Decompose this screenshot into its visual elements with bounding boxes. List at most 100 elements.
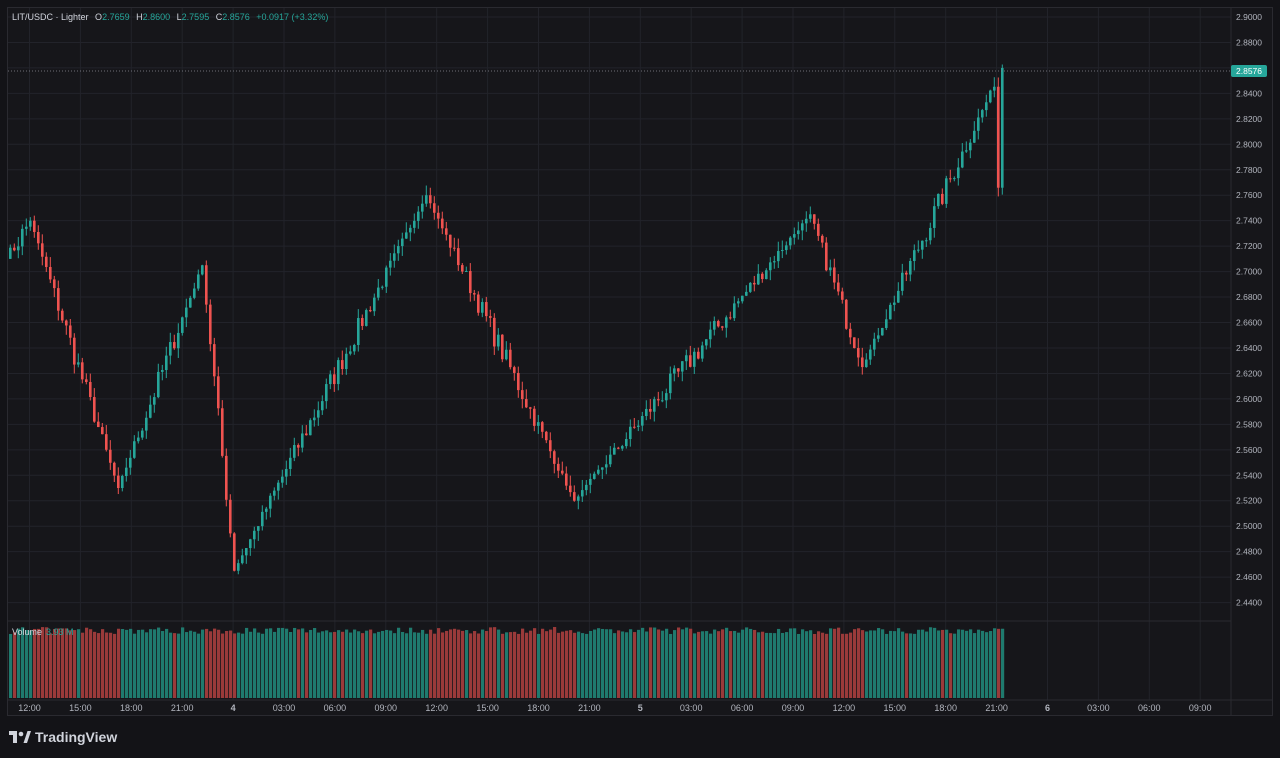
candle-body <box>697 351 700 359</box>
time-tick-label: 18:00 <box>120 703 143 713</box>
volume-bar <box>949 633 953 698</box>
price-tick-label: 2.5400 <box>1236 470 1262 480</box>
candle-body <box>985 102 988 111</box>
volume-bar <box>313 628 317 698</box>
candle-body <box>157 371 160 398</box>
candle-body <box>709 329 712 340</box>
price-tick-label: 2.7200 <box>1236 241 1262 251</box>
candle-body <box>625 439 628 447</box>
price-tick-label: 2.6200 <box>1236 368 1262 378</box>
candle-body <box>297 445 300 448</box>
volume-bar <box>909 633 913 698</box>
candle-body <box>241 555 244 564</box>
candle-body <box>429 195 432 204</box>
volume-bar <box>689 628 693 698</box>
price-axis[interactable]: 2.90002.88002.86002.84002.82002.80002.78… <box>1236 12 1262 608</box>
volume-bar <box>49 633 53 698</box>
volume-bar <box>293 627 297 698</box>
volume-bar <box>501 633 505 698</box>
volume-bar <box>617 630 621 698</box>
time-tick-label: 4 <box>231 703 236 713</box>
time-tick-label: 09:00 <box>1189 703 1212 713</box>
tradingview-logo[interactable]: TradingView <box>9 729 117 745</box>
candle-body <box>9 247 12 259</box>
volume-bar <box>873 630 877 698</box>
candle-body <box>529 407 532 409</box>
candle-body <box>737 301 740 304</box>
candle-body <box>217 376 220 409</box>
volume-bar <box>129 628 133 698</box>
volume-bar <box>365 630 369 698</box>
candle-body <box>357 318 360 345</box>
candle-body <box>997 86 1000 188</box>
volume-bar <box>321 631 325 698</box>
candle-body <box>597 469 600 474</box>
candle-body <box>261 511 264 527</box>
volume-bar <box>405 633 409 698</box>
volume-bar <box>537 633 541 698</box>
close-value: 2.8576 <box>222 12 250 22</box>
volume-label[interactable]: Volume <box>12 627 43 637</box>
candle-body <box>129 457 132 468</box>
candle-body <box>817 223 820 236</box>
volume-bar <box>825 633 829 698</box>
volume-bar <box>345 629 349 698</box>
volume-bar <box>833 628 837 698</box>
candle-body <box>521 390 524 400</box>
volume-bar <box>305 632 309 698</box>
candle-body <box>285 468 288 477</box>
volume-bar <box>509 632 513 698</box>
volume-bar <box>401 631 405 698</box>
candle-body <box>293 445 296 458</box>
candle-body <box>653 399 656 412</box>
candle-body <box>337 360 340 385</box>
candle-body <box>813 214 816 224</box>
volume-bar <box>789 628 793 698</box>
candle-body <box>837 282 840 292</box>
high-key: H <box>136 12 143 22</box>
candle-body <box>201 265 204 275</box>
volume-bar <box>805 631 809 698</box>
candle-body <box>573 492 576 501</box>
candle-body <box>585 484 588 491</box>
candle-body <box>909 261 912 275</box>
volume-bar <box>273 631 277 698</box>
candle-body <box>125 467 128 477</box>
candle-body <box>857 348 860 358</box>
candle-body <box>273 490 276 496</box>
volume-bar <box>393 633 397 698</box>
volume-bar <box>733 630 737 698</box>
candle-body <box>961 151 964 168</box>
volume-bar <box>61 628 65 698</box>
candle-body <box>553 451 556 464</box>
candle-body <box>981 110 984 118</box>
candle-body <box>389 260 392 268</box>
volume-bar <box>793 628 797 698</box>
volume-bar <box>85 627 89 698</box>
volume-bar <box>133 633 137 698</box>
candle-body <box>913 250 916 262</box>
price-tick-label: 2.8000 <box>1236 139 1262 149</box>
volume-bar <box>969 629 973 698</box>
candle-body <box>853 337 856 349</box>
volume-bar <box>653 627 657 698</box>
candle-body <box>505 349 508 360</box>
volume-bar <box>557 632 561 698</box>
volume-bar <box>845 633 849 698</box>
volume-bar <box>453 628 457 698</box>
volume-bar <box>665 628 669 698</box>
candle-body <box>253 530 256 540</box>
symbol-title[interactable]: LIT/USDC · Lighter <box>12 12 89 22</box>
volume-bar <box>193 631 197 698</box>
volume-bar <box>373 633 377 698</box>
volume-bar <box>693 633 697 698</box>
volume-bar <box>781 632 785 698</box>
time-axis[interactable]: 12:00 15:00 18:00 21:00 4 03:00 06:00 09:00 12:0… <box>18 703 1211 713</box>
volume-legend: Volume 3.93 M <box>12 627 74 637</box>
candle-body <box>469 271 472 294</box>
time-tick-label: 03:00 <box>1087 703 1110 713</box>
volume-bar <box>553 627 557 698</box>
volume-bar <box>933 627 937 698</box>
ohlc-legend: LIT/USDC · Lighter O2.7659 H2.8600 L2.75… <box>12 12 328 22</box>
